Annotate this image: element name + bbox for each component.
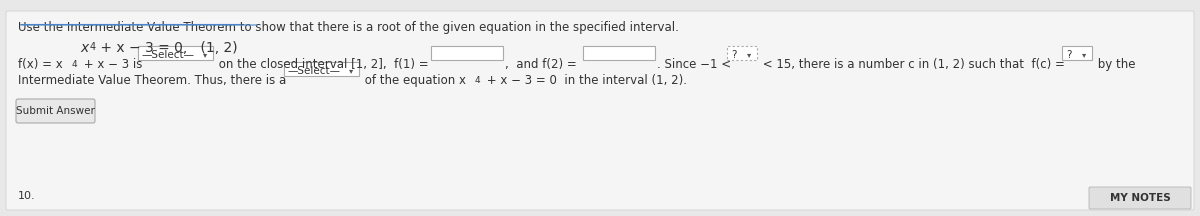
FancyBboxPatch shape xyxy=(727,46,757,60)
Text: ?: ? xyxy=(1067,49,1072,59)
Text: x: x xyxy=(80,41,89,55)
Text: MY NOTES: MY NOTES xyxy=(1110,193,1170,203)
Text: ▾: ▾ xyxy=(349,66,353,75)
Text: ▾: ▾ xyxy=(746,50,751,59)
Text: —Select—: —Select— xyxy=(287,65,340,76)
Text: Use the Intermediate Value Theorem to show that there is a root of the given equ: Use the Intermediate Value Theorem to sh… xyxy=(18,21,679,34)
Text: —Select—: —Select— xyxy=(142,49,194,59)
FancyBboxPatch shape xyxy=(16,99,95,123)
FancyBboxPatch shape xyxy=(1062,46,1092,60)
Text: Intermediate Value Theorem. Thus, there is a: Intermediate Value Theorem. Thus, there … xyxy=(18,74,290,87)
Text: ▾: ▾ xyxy=(203,50,208,59)
Text: of the equation x: of the equation x xyxy=(361,74,466,87)
Text: + x − 3 = 0  in the interval (1, 2).: + x − 3 = 0 in the interval (1, 2). xyxy=(482,74,686,87)
FancyBboxPatch shape xyxy=(583,46,655,60)
Text: f(x) = x: f(x) = x xyxy=(18,58,62,71)
Text: + x − 3 = 0,   (1, 2): + x − 3 = 0, (1, 2) xyxy=(96,41,238,55)
Text: on the closed interval [1, 2],  f(1) =: on the closed interval [1, 2], f(1) = xyxy=(215,58,432,71)
FancyBboxPatch shape xyxy=(6,11,1194,210)
Text: by the: by the xyxy=(1094,58,1135,71)
Text: + x − 3 is: + x − 3 is xyxy=(80,58,146,71)
Text: Submit Answer: Submit Answer xyxy=(16,106,95,116)
FancyBboxPatch shape xyxy=(284,62,359,76)
Text: ▾: ▾ xyxy=(1082,50,1086,59)
Text: ,  and f(2) =: , and f(2) = xyxy=(505,58,581,71)
FancyBboxPatch shape xyxy=(1090,187,1190,209)
FancyBboxPatch shape xyxy=(431,46,503,60)
Text: . Since −1 <: . Since −1 < xyxy=(658,58,734,71)
Text: 10.: 10. xyxy=(18,191,36,201)
Text: 4: 4 xyxy=(72,60,78,69)
FancyBboxPatch shape xyxy=(138,46,214,60)
Text: 4: 4 xyxy=(90,42,96,52)
Text: ?: ? xyxy=(731,49,737,59)
Text: 4: 4 xyxy=(475,76,481,85)
Text: < 15, there is a number c in (1, 2) such that  f(c) =: < 15, there is a number c in (1, 2) such… xyxy=(760,58,1069,71)
